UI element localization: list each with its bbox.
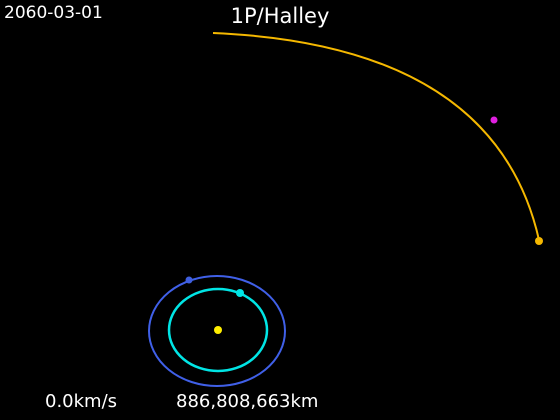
- earth-orbit: [167, 287, 269, 373]
- object-title: 1P/Halley: [230, 4, 330, 28]
- date-label: 2060-03-01: [4, 3, 103, 23]
- other-body: [490, 116, 498, 124]
- sun: [214, 326, 222, 334]
- speed-readout: 0.0km/s: [45, 391, 118, 412]
- halley: [535, 237, 543, 245]
- distance-readout: 886,808,663km: [176, 391, 319, 412]
- mars: [185, 276, 193, 284]
- earth: [236, 289, 244, 297]
- halley-orbit: [212, 32, 540, 241]
- mars-orbit: [148, 275, 286, 387]
